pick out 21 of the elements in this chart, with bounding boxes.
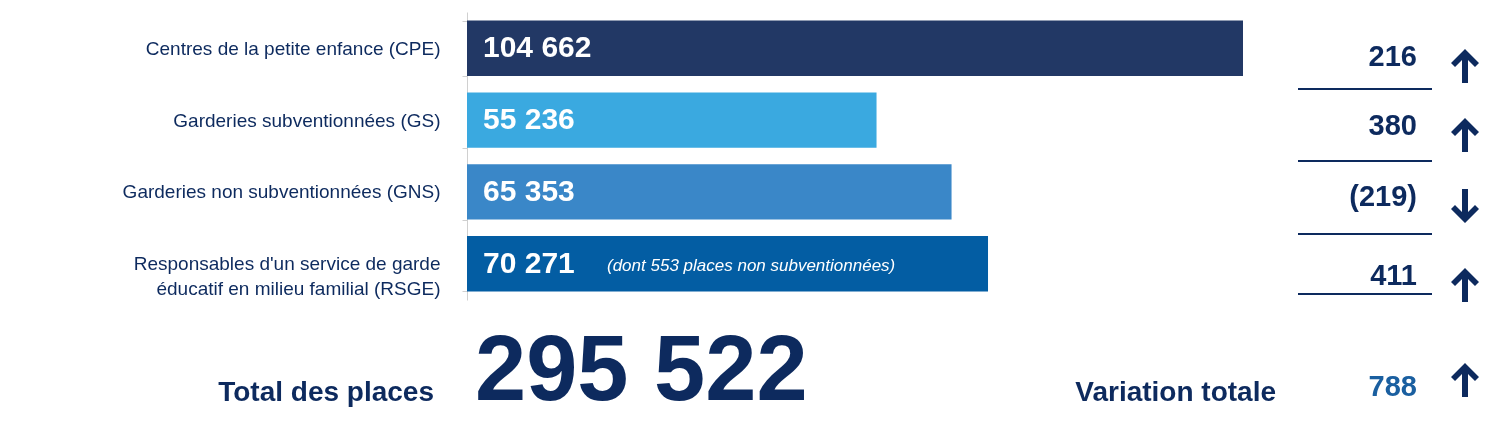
text: 216: [1368, 40, 1417, 72]
y-tick-label: Garderies non subventionnées (GNS): [122, 181, 441, 203]
text: Variation totale: [1075, 376, 1276, 407]
y-tick-label: Garderies subventionnées (GS): [173, 109, 441, 131]
text: 788: [1368, 370, 1417, 402]
text: 411: [1370, 259, 1417, 291]
data-label: 65 353: [483, 173, 575, 207]
y-tick-label: Centres de la petite enfance (CPE): [145, 37, 441, 59]
text: 295 522: [475, 317, 808, 419]
bar: [467, 92, 877, 148]
data-label: 55 236: [483, 102, 575, 136]
text: Total des places: [218, 376, 434, 407]
annotation: (dont 553 places non subventionnées): [607, 255, 896, 275]
text: (219): [1349, 180, 1417, 212]
y-tick-label: Responsables d'un service de garde éducatif en milieu familial (RSGE): [133, 253, 441, 300]
data-label: 70 271: [483, 245, 575, 279]
bar: [467, 20, 1243, 76]
data-label: 104 662: [483, 30, 592, 64]
bar: [467, 236, 989, 292]
text: 380: [1368, 109, 1417, 141]
bar: [467, 164, 952, 220]
